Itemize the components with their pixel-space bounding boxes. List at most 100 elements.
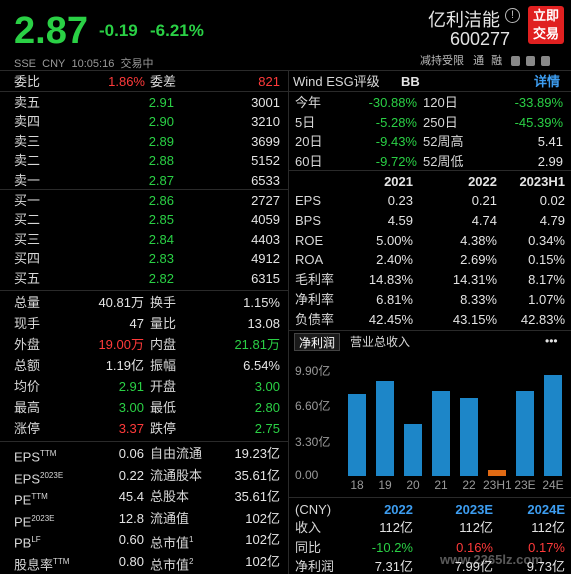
fin-value: 1.07%: [528, 292, 565, 307]
stat-label: 开盘: [150, 379, 177, 394]
valuation-label-2: 流通股本: [150, 465, 202, 486]
forecast-year-header: 2023E: [455, 502, 493, 517]
ask-price: 2.91: [148, 95, 174, 110]
valuation-row: PBLF 0.60 总市值1 102亿: [0, 529, 288, 550]
ask-price: 2.87: [148, 172, 174, 188]
valuation-label: PETTM: [14, 486, 48, 510]
fin-label: 净利率: [295, 292, 335, 307]
return-label: 5日: [295, 114, 316, 130]
ask-row[interactable]: 卖二 2.88 5152: [0, 150, 288, 171]
chart-bar[interactable]: [544, 375, 562, 476]
metric-name: 股息率: [14, 557, 54, 573]
ask-volume: 6533: [251, 172, 280, 188]
return-label: 120日: [423, 95, 458, 110]
ask-volume: 5152: [251, 153, 280, 169]
chart-bar[interactable]: [432, 391, 450, 476]
bid-row[interactable]: 买二 2.85 4059: [0, 209, 288, 230]
chart-bar[interactable]: [376, 380, 394, 476]
metric-name: 总市值: [150, 535, 190, 551]
forecast-row: 净利润 7.31亿 7.99亿 9.73亿: [289, 556, 571, 574]
bid-price: 2.84: [148, 231, 174, 247]
return-value: 2.99: [537, 153, 563, 169]
stat-label: 振幅: [150, 358, 177, 373]
return-label: 250日: [423, 114, 458, 130]
fin-row: 毛利率 14.83% 14.31% 8.17%: [289, 269, 571, 290]
fin-label: EPS: [295, 193, 322, 208]
chart-bar[interactable]: [460, 397, 478, 476]
forecast-label: 收入: [295, 520, 322, 535]
y-tick-label: 9.90亿: [295, 364, 331, 378]
fin-row: EPS 0.23 0.21 0.02: [289, 190, 571, 211]
weicha-label: 委差: [150, 74, 177, 89]
return-label: 52周高: [423, 134, 464, 149]
stat-label: 跌停: [150, 421, 177, 436]
watermark: www.2365lz.com: [440, 552, 543, 567]
return-value: -45.39%: [514, 114, 563, 130]
x-tick-label: 21: [434, 478, 448, 492]
x-tick-label: 18: [350, 478, 364, 492]
fin-value: 6.81%: [376, 292, 413, 307]
valuation-value: 0.22: [118, 467, 144, 483]
ask-row[interactable]: 卖四 2.90 3210: [0, 111, 288, 132]
bid-row[interactable]: 买三 2.84 4403: [0, 229, 288, 250]
stat-label: 总额: [14, 358, 41, 373]
ask-row[interactable]: 卖三 2.89 3699: [0, 131, 288, 152]
chart-bar[interactable]: [488, 469, 506, 476]
metric-name: 总股本: [150, 489, 190, 505]
metric-suffix: LF: [31, 535, 41, 545]
forecast-value: 112亿: [531, 520, 565, 535]
fin-value: 4.38%: [460, 232, 497, 248]
bid-row[interactable]: 买四 2.83 4912: [0, 248, 288, 269]
fin-row: 负债率 42.45% 43.15% 42.83%: [289, 309, 571, 330]
return-label: 60日: [295, 153, 323, 169]
metric-suffix: TTM: [31, 492, 48, 502]
tab-net-profit[interactable]: 净利润: [294, 333, 341, 351]
valuation-label-2: 流通值: [150, 508, 189, 529]
chart-bar[interactable]: [348, 393, 366, 476]
fin-value: 0.23: [387, 193, 413, 208]
trade-button[interactable]: 立即 交易: [528, 6, 564, 44]
ask-row[interactable]: 卖一 2.87 6533: [0, 170, 288, 191]
stats-row: 涨停 3.37 跌停 2.75: [0, 418, 288, 439]
forecast-row: 同比 -10.2% 0.16% 0.17%: [289, 537, 571, 558]
stat-value: 21.81万: [234, 337, 280, 352]
tong-label[interactable]: 通: [473, 55, 485, 67]
fin-value: 14.31%: [452, 272, 497, 288]
bell-icon[interactable]: [541, 56, 551, 67]
forecast-label: 同比: [295, 539, 322, 555]
forecast-value: 112亿: [379, 520, 413, 535]
rong-label[interactable]: 融: [491, 55, 503, 67]
forecast-year-header: 2022: [384, 502, 413, 517]
tab-revenue[interactable]: 营业总收入: [350, 335, 411, 349]
more-icon[interactable]: •••: [545, 334, 558, 348]
stat-value: 47: [129, 316, 144, 331]
return-row: 5日 -5.28% 250日 -45.39%: [289, 112, 571, 133]
info-icon[interactable]: !: [505, 8, 520, 23]
trade-button-label-1: 立即: [532, 8, 559, 23]
fin-value: 0.02: [539, 193, 565, 208]
valuation-label: PE2023E: [14, 508, 54, 532]
share-icon[interactable]: [526, 56, 536, 67]
ask-row[interactable]: 卖五 2.91 3001: [0, 92, 288, 113]
metric-name: EPS: [14, 470, 41, 486]
valuation-label-2: 总市值1: [150, 529, 193, 553]
bid-row[interactable]: 买一 2.86 2727: [0, 190, 288, 211]
stat-value: 40.81万: [98, 295, 144, 310]
bid-row[interactable]: 买五 2.82 6315: [0, 268, 288, 289]
forecast-row: 收入 112亿 112亿 112亿: [289, 517, 571, 538]
exchange-code: SSE: [14, 58, 37, 70]
tool-strip: 减持受限 通 融: [420, 54, 551, 68]
bid-label: 买二: [14, 212, 41, 228]
ask-volume: 3699: [251, 133, 280, 149]
bid-price: 2.86: [148, 193, 174, 208]
ask-price: 2.89: [148, 133, 174, 149]
chart-bar[interactable]: [404, 423, 422, 476]
quote-time: 10:05:16: [71, 58, 115, 70]
x-tick-label: 23E: [514, 478, 536, 492]
edit-icon[interactable]: [511, 56, 521, 67]
bid-label: 买四: [14, 251, 41, 267]
esg-detail-link[interactable]: 详情: [534, 74, 561, 89]
chart-bar[interactable]: [516, 391, 534, 476]
return-row: 今年 -30.88% 120日 -33.89%: [289, 92, 571, 113]
reduce-limit-label[interactable]: 减持受限: [420, 55, 464, 67]
